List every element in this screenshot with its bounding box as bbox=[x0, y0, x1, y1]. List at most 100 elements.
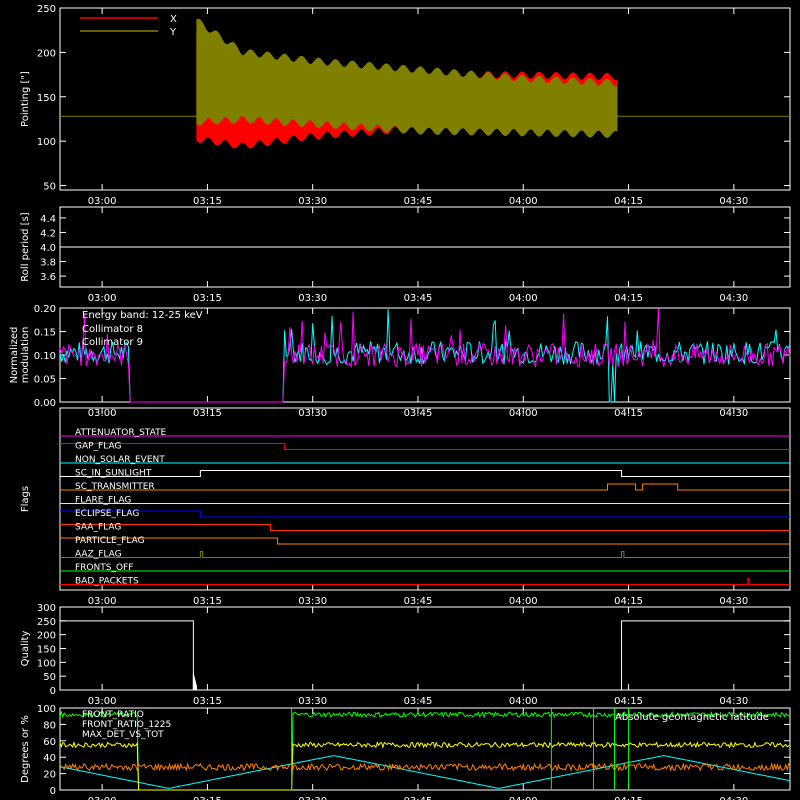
x-tick-label: 03:15 bbox=[193, 796, 222, 800]
panel-frame bbox=[59, 7, 791, 191]
x-tick-label: 03:45 bbox=[404, 696, 433, 707]
flag-AAZ_FLAG-label: AAZ_FLAG bbox=[75, 550, 122, 560]
panel-frame bbox=[59, 707, 791, 791]
flag-SC_IN_SUNLIGHT-label: SC_IN_SUNLIGHT bbox=[75, 469, 152, 479]
legend-label-FRONT_RATIO_1225: FRONT_RATIO_1225 bbox=[82, 720, 171, 730]
y-tick-label: 0.20 bbox=[34, 304, 56, 315]
x-tick-label: 03:30 bbox=[298, 293, 327, 304]
x-tick-label: 04:30 bbox=[719, 196, 748, 207]
panel-ratios: Degrees or % 0 20 40 60 80 100 03:00 03:15 03:30 0… bbox=[20, 704, 791, 800]
x-tick-label: 03:00 bbox=[88, 293, 117, 304]
x-tick-label: 03:45 bbox=[404, 196, 433, 207]
y-tick-label: 20 bbox=[43, 770, 56, 781]
legend-label-Collimator 8: Collimator 8 bbox=[82, 324, 143, 335]
x-tick-label: 03:15 bbox=[193, 293, 222, 304]
y-tick-label: 150 bbox=[37, 645, 56, 656]
ratio-MAX_DET_VS_TOT bbox=[59, 761, 791, 772]
x-tick-label: 04:15 bbox=[614, 696, 643, 707]
x-tick-label: 03:45 bbox=[404, 796, 433, 800]
flag-PARTICLE_FLAG-label: PARTICLE_FLAG bbox=[75, 536, 145, 546]
x-tick-label: 03:30 bbox=[298, 596, 327, 607]
flag-GAP_FLAG-label: GAP_FLAG bbox=[75, 442, 121, 452]
x-tick-label: 04:15 bbox=[614, 293, 643, 304]
quality-ylabel: Quality bbox=[20, 631, 31, 667]
panel-quality: Quality 0 50 100 150 200 250 300 03:00 03:15 03:30… bbox=[20, 603, 791, 707]
x-tick-label: 03:30 bbox=[298, 796, 327, 800]
flag-BAD_PACKETS-label: BAD_PACKETS bbox=[75, 577, 139, 587]
x-tick-label: 04:00 bbox=[509, 293, 538, 304]
x-tick-label: 03:15 bbox=[193, 596, 222, 607]
x-tick-label: 03:00 bbox=[88, 796, 117, 800]
y-tick-label: 0.00 bbox=[34, 398, 56, 409]
x-tick-label: 04:00 bbox=[509, 696, 538, 707]
y-tick-label: 80 bbox=[43, 720, 56, 731]
x-tick-label: 03:00 bbox=[88, 196, 117, 207]
flag-SC_IN_SUNLIGHT-line bbox=[60, 470, 790, 477]
x-tick-label: 04:30 bbox=[719, 796, 748, 800]
y-tick-label: 250 bbox=[37, 4, 56, 15]
flag-ECLIPSE_FLAG-label: ECLIPSE_FLAG bbox=[75, 509, 139, 519]
y-tick-label: 3.6 bbox=[40, 272, 56, 283]
flag-FRONTS_OFF-label: FRONTS_OFF bbox=[75, 563, 133, 573]
flags-ylabel: Flags bbox=[20, 486, 31, 512]
x-tick-label: 03:00 bbox=[88, 696, 117, 707]
y-tick-label: 4.2 bbox=[40, 228, 56, 239]
y-tick-label: 0.05 bbox=[34, 375, 56, 386]
flag-GAP_FLAG-line bbox=[60, 443, 790, 450]
legend-label-Y: Y bbox=[169, 27, 177, 38]
panel-flags: Flags 03:00 03:15 03:30 03:45 04:00 04:15 04:30… bbox=[20, 407, 791, 607]
modulation-Collimator 9 bbox=[59, 308, 791, 403]
y-tick-label: 50 bbox=[43, 182, 56, 193]
y-tick-label: 4.4 bbox=[40, 214, 56, 225]
y-tick-label: 60 bbox=[43, 737, 56, 748]
flag-AAZ_FLAG-line bbox=[60, 551, 790, 558]
pointing-ylabel: Pointing ["] bbox=[20, 71, 31, 127]
legend-label-geomagnetic-latitude: Absolute geomagnetic latitude bbox=[615, 712, 769, 723]
y-tick-label: 200 bbox=[37, 48, 56, 59]
flag-NON_SOLAR_EVENT-label: NON_SOLAR_EVENT bbox=[75, 455, 165, 465]
legend-label-Collimator 9: Collimator 9 bbox=[82, 337, 143, 348]
y-tick-label: 0 bbox=[50, 686, 56, 697]
flag-SAA_FLAG-label: SAA_FLAG bbox=[75, 523, 121, 533]
y-tick-label: 4.0 bbox=[40, 243, 56, 254]
modulation-ylabel: Normalizedmodulation bbox=[9, 327, 31, 384]
x-tick-label: 03:15 bbox=[193, 196, 222, 207]
y-tick-label: 100 bbox=[37, 704, 56, 715]
legend-label-FRONT_RATIO: FRONT_RATIO bbox=[82, 710, 144, 720]
x-tick-label: 04:15 bbox=[614, 796, 643, 800]
x-tick-label: 03:30 bbox=[298, 696, 327, 707]
flag-PARTICLE_FLAG-line bbox=[60, 537, 790, 545]
series-Y-band bbox=[196, 18, 618, 138]
flag-SC_TRANSMITTER-line bbox=[60, 483, 790, 491]
flag-ECLIPSE_FLAG-line bbox=[60, 510, 790, 518]
geomagnetic-latitude-line bbox=[59, 755, 791, 789]
y-tick-label: 100 bbox=[37, 137, 56, 148]
x-tick-label: 04:00 bbox=[509, 596, 538, 607]
y-tick-label: 0.15 bbox=[34, 328, 56, 339]
y-tick-label: 300 bbox=[37, 603, 56, 614]
ratio-FRONT_RATIO_1225 bbox=[59, 740, 791, 791]
flag-BAD_PACKETS-line bbox=[60, 578, 790, 585]
flag-SAA_FLAG-line bbox=[60, 524, 790, 531]
flag-SC_TRANSMITTER-label: SC_TRANSMITTER bbox=[75, 482, 155, 492]
legend-label-MAX_DET_VS_TOT: MAX_DET_VS_TOT bbox=[82, 730, 164, 740]
y-tick-label: 150 bbox=[37, 93, 56, 104]
y-tick-label: 3.8 bbox=[40, 258, 56, 269]
panel-frame bbox=[59, 407, 791, 591]
flag-ATTENUATOR_STATE-label: ATTENUATOR_STATE bbox=[75, 428, 167, 438]
x-tick-label: 04:00 bbox=[509, 796, 538, 800]
y-tick-label: 0 bbox=[50, 786, 56, 797]
x-tick-label: 04:30 bbox=[719, 696, 748, 707]
y-tick-label: 100 bbox=[37, 658, 56, 669]
y-tick-label: 250 bbox=[37, 617, 56, 628]
flag-FLARE_FLAG-label: FLARE_FLAG bbox=[75, 496, 131, 506]
x-tick-label: 03:45 bbox=[404, 596, 433, 607]
y-tick-label: 40 bbox=[43, 753, 56, 764]
x-tick-label: 03:45 bbox=[404, 293, 433, 304]
x-tick-label: 03:30 bbox=[298, 196, 327, 207]
y-tick-label: 200 bbox=[37, 631, 56, 642]
x-tick-label: 04:15 bbox=[614, 196, 643, 207]
energy-band-label: Energy band: 12-25 keV bbox=[82, 310, 203, 321]
x-tick-label: 03:00 bbox=[88, 596, 117, 607]
